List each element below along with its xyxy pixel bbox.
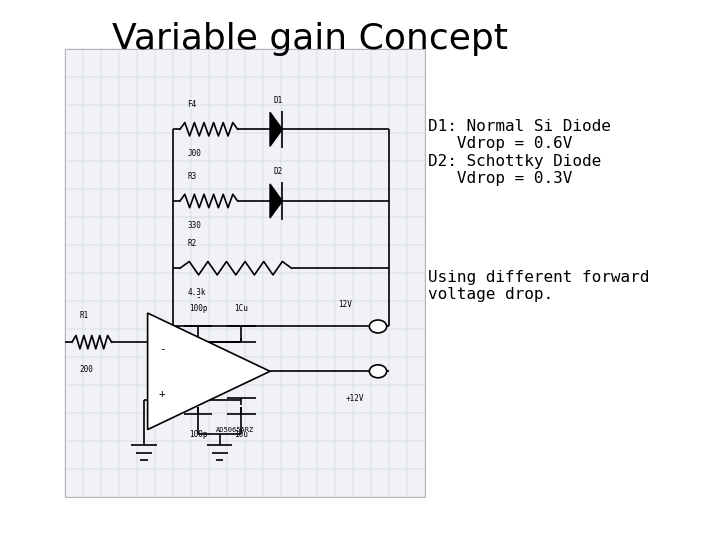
Text: 100p: 100p	[189, 304, 207, 313]
Text: F4: F4	[187, 100, 197, 109]
Text: 1Cu: 1Cu	[234, 304, 248, 313]
Text: 10u: 10u	[234, 429, 248, 438]
Text: R1: R1	[79, 311, 89, 320]
Text: 330: 330	[187, 221, 201, 230]
Text: D2: D2	[274, 167, 283, 177]
Bar	[65, 49, 425, 497]
Text: +12V: +12V	[346, 394, 364, 403]
Text: +: +	[158, 389, 166, 399]
Text: 12V: 12V	[338, 300, 352, 308]
Text: D1: Normal Si Diode
   Vdrop = 0.6V
D2: Schottky Diode
   Vdrop = 0.3V: D1: Normal Si Diode Vdrop = 0.6V D2: Sch…	[428, 119, 611, 186]
Text: Using different forward
voltage drop.: Using different forward voltage drop.	[428, 270, 649, 302]
Polygon shape	[148, 313, 270, 430]
Text: 100p: 100p	[189, 429, 207, 438]
Text: -: -	[158, 344, 166, 354]
Text: R2: R2	[187, 239, 197, 248]
Polygon shape	[270, 112, 282, 146]
Text: 200: 200	[79, 364, 93, 374]
Text: 4.3k: 4.3k	[187, 288, 206, 298]
Text: -: -	[195, 292, 201, 302]
Text: J00: J00	[187, 150, 201, 158]
Text: Variable gain Concept: Variable gain Concept	[112, 22, 508, 56]
Circle shape	[369, 320, 387, 333]
Text: D1: D1	[274, 96, 283, 105]
Text: R3: R3	[187, 172, 197, 181]
Text: AD5065ARZ: AD5065ARZ	[216, 427, 254, 433]
Polygon shape	[270, 184, 282, 218]
Circle shape	[369, 365, 387, 378]
